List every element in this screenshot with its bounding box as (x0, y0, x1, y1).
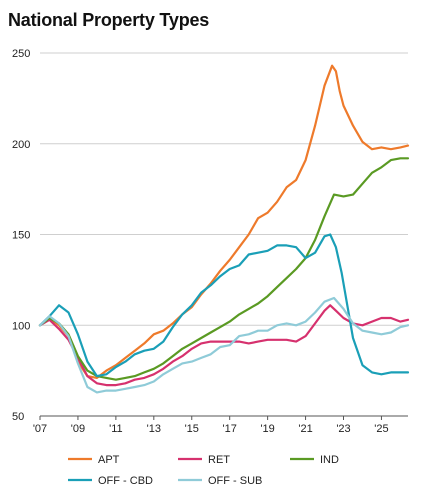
x-tick-label: '11 (109, 423, 123, 435)
x-tick-label: '19 (260, 423, 274, 435)
series-line-off-sub (38, 296, 410, 394)
series-line-off-cbd (38, 233, 410, 378)
legend-label-ind: IND (320, 454, 339, 466)
series-line-apt (38, 64, 410, 379)
y-tick-label: 100 (12, 320, 30, 332)
y-axis-ticks: 50 100 150 200 250 (12, 48, 30, 423)
x-tick-label: '07 (33, 423, 47, 435)
x-tick-label: '15 (185, 423, 199, 435)
series-line-ind (38, 157, 410, 381)
x-axis-ticks: '07 '09 '11 '13 '15 '17 '19 '21 '23 '25 (33, 416, 389, 435)
x-tick-label: '23 (336, 423, 350, 435)
x-tick-label: '25 (374, 423, 388, 435)
y-tick-label: 200 (12, 139, 30, 151)
legend: APT RET IND OFF - CBD OFF - SUB (68, 454, 339, 487)
series-line-ret (38, 304, 410, 387)
y-tick-label: 50 (12, 411, 24, 423)
y-tick-label: 250 (12, 48, 30, 60)
legend-label-apt: APT (98, 454, 120, 466)
x-tick-label: '17 (223, 423, 237, 435)
legend-label-off-sub: OFF - SUB (208, 475, 262, 487)
legend-label-off-cbd: OFF - CBD (98, 475, 153, 487)
series-lines (38, 64, 410, 394)
legend-label-ret: RET (208, 454, 230, 466)
y-tick-label: 150 (12, 230, 30, 242)
x-tick-label: '09 (71, 423, 85, 435)
x-tick-label: '13 (147, 423, 161, 435)
grid-lines (40, 52, 408, 417)
x-tick-label: '21 (298, 423, 312, 435)
chart-title: National Property Types (8, 10, 210, 30)
